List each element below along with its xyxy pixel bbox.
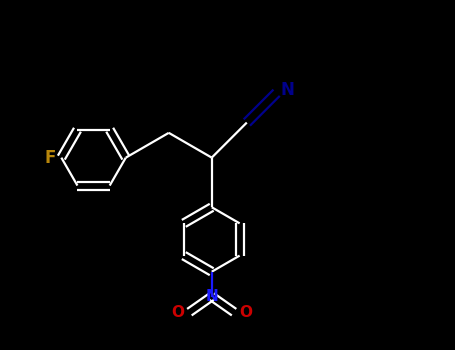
Text: O: O	[172, 305, 184, 320]
Text: N: N	[280, 81, 294, 99]
Text: O: O	[239, 305, 252, 320]
Text: F: F	[44, 149, 56, 167]
Text: N: N	[205, 289, 218, 304]
